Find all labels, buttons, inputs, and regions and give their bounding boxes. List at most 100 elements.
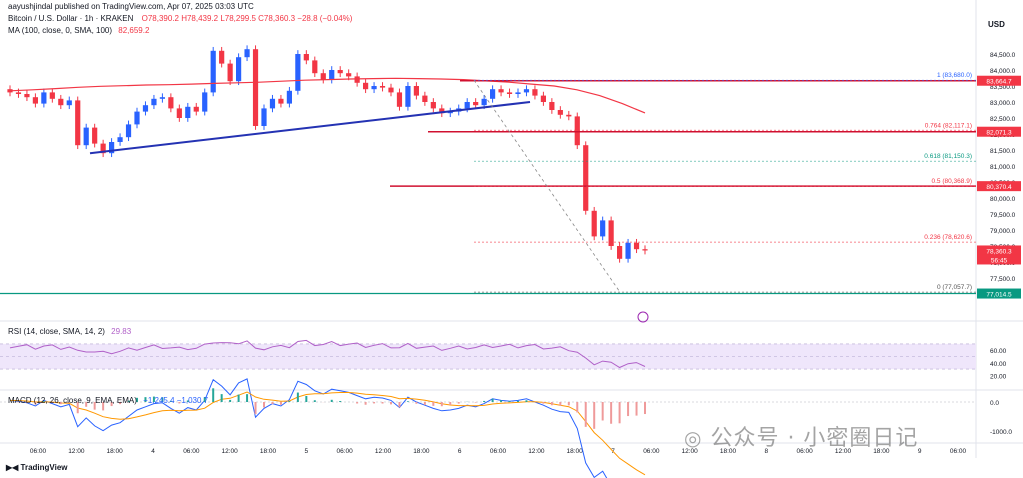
price-axis-label: 56:45 xyxy=(991,257,1008,264)
x-tick-label: 06:00 xyxy=(797,448,814,455)
x-tick-label: 06:00 xyxy=(183,448,200,455)
candle-body xyxy=(447,111,453,114)
candle-body xyxy=(58,98,64,106)
candle-body xyxy=(642,249,648,251)
candle-body xyxy=(591,210,597,237)
candle-body xyxy=(49,92,55,99)
candle-body xyxy=(405,86,411,107)
x-tick-label: 4 xyxy=(151,448,155,455)
candle-body xyxy=(83,127,89,146)
price-axis-badge xyxy=(977,126,1021,137)
candle-body xyxy=(337,70,343,74)
fib-level-label: 0.236 (78,620.6) xyxy=(924,234,972,241)
y-tick-label: 81,500.0 xyxy=(990,148,1016,155)
candle-body xyxy=(202,92,208,112)
ma-legend[interactable]: MA (100, close, 0, SMA, 100) 82,659.2 xyxy=(8,26,149,35)
macd-tick-label: -1000.0 xyxy=(990,429,1012,436)
candle-body xyxy=(24,94,30,98)
y-tick-label: 79,500.0 xyxy=(990,212,1016,219)
y-tick-label: 80,000.0 xyxy=(990,196,1016,203)
candle-body xyxy=(125,124,132,138)
candle-body xyxy=(354,76,360,83)
x-tick-label: 18:00 xyxy=(720,448,737,455)
x-tick-label: 18:00 xyxy=(107,448,124,455)
x-tick-label: 06:00 xyxy=(643,448,660,455)
x-tick-label: 18:00 xyxy=(567,448,584,455)
x-tick-label: 6 xyxy=(458,448,462,455)
candle-body xyxy=(303,54,309,61)
x-tick-label: 8 xyxy=(765,448,769,455)
candle-body xyxy=(566,114,572,117)
candle-body xyxy=(320,73,326,80)
candle-body xyxy=(66,100,72,106)
candle-body xyxy=(532,89,538,96)
price-axis-label: 77,014.5 xyxy=(986,292,1012,299)
candle-body xyxy=(109,142,115,154)
candle-body xyxy=(490,89,496,99)
x-tick-label: 12:00 xyxy=(68,448,85,455)
x-tick-label: 12:00 xyxy=(835,448,852,455)
x-tick-label: 06:00 xyxy=(950,448,967,455)
x-tick-label: 18:00 xyxy=(413,448,430,455)
candle-body xyxy=(219,50,225,64)
candle-body xyxy=(142,105,149,112)
candle-body xyxy=(481,98,487,106)
candle-body xyxy=(625,242,631,259)
price-axis-badge xyxy=(977,181,1021,192)
candle-body xyxy=(540,95,546,102)
rsi-tick-label: 60.00 xyxy=(990,348,1007,355)
candle-body xyxy=(439,108,445,114)
candle-body xyxy=(176,108,182,118)
candle-body xyxy=(261,108,267,126)
candle-body xyxy=(430,102,436,109)
candle-body xyxy=(346,73,352,77)
macd-line xyxy=(9,378,608,478)
candle-body xyxy=(388,87,394,93)
footer-brand: TradingView xyxy=(20,463,68,472)
candle-body xyxy=(134,111,140,125)
price-axis-label: 82,071.3 xyxy=(986,130,1012,137)
candle-body xyxy=(574,116,580,146)
fib-level-label: 0 (77,057.7) xyxy=(937,284,972,291)
macd-legend[interactable]: MACD (12, 26, close, 9, EMA, EMA) −1,245… xyxy=(8,396,208,405)
rsi-value: 29.83 xyxy=(111,327,132,336)
tv-icon: ▶◀ xyxy=(6,463,21,472)
symbol-header: Bitcoin / U.S. Dollar · 1h · KRAKEN O78,… xyxy=(8,14,352,23)
price-axis-label: 83,664.7 xyxy=(986,79,1012,86)
macd-label: MACD (12, 26, close, 9, EMA, EMA) xyxy=(8,396,137,405)
price-axis-label: 80,370.4 xyxy=(986,184,1012,191)
x-tick-label: 12:00 xyxy=(528,448,545,455)
x-tick-label: 12:00 xyxy=(375,448,392,455)
candle-body xyxy=(422,95,428,102)
candle-body xyxy=(168,97,174,109)
candle-body xyxy=(371,86,377,90)
candle-body xyxy=(549,102,555,110)
candle-body xyxy=(600,220,606,237)
tradingview-logo[interactable]: ▶◀ TradingView xyxy=(6,463,68,472)
y-tick-label: 79,000.0 xyxy=(990,228,1016,235)
candle-body xyxy=(227,63,233,82)
wechat-icon: ◎ xyxy=(684,426,703,450)
candle-body xyxy=(464,102,470,109)
candle-body xyxy=(295,54,301,91)
rsi-label: RSI (14, close, SMA, 14, 2) xyxy=(8,327,105,336)
rsi-legend[interactable]: RSI (14, close, SMA, 14, 2) 29.83 xyxy=(8,327,131,336)
candle-body xyxy=(617,246,623,259)
y-tick-label: 84,500.0 xyxy=(990,52,1016,59)
x-tick-label: 18:00 xyxy=(873,448,890,455)
candle-body xyxy=(515,92,521,94)
y-tick-label: 82,500.0 xyxy=(990,116,1016,123)
macd-tick-label: 0.0 xyxy=(990,400,999,407)
candle-body xyxy=(498,89,504,93)
price-axis-badge xyxy=(977,254,1021,265)
candle-body xyxy=(244,49,250,58)
currency-label: USD xyxy=(988,20,1005,29)
candle-body xyxy=(185,106,191,118)
price-axis-label: 78,360.3 xyxy=(986,248,1012,255)
y-tick-label: 77,500.0 xyxy=(990,276,1016,283)
candle-body xyxy=(312,60,318,74)
fib-level-label: 0.5 (80,368.9) xyxy=(932,178,972,185)
candle-body xyxy=(151,98,157,106)
candle-body xyxy=(75,100,81,146)
